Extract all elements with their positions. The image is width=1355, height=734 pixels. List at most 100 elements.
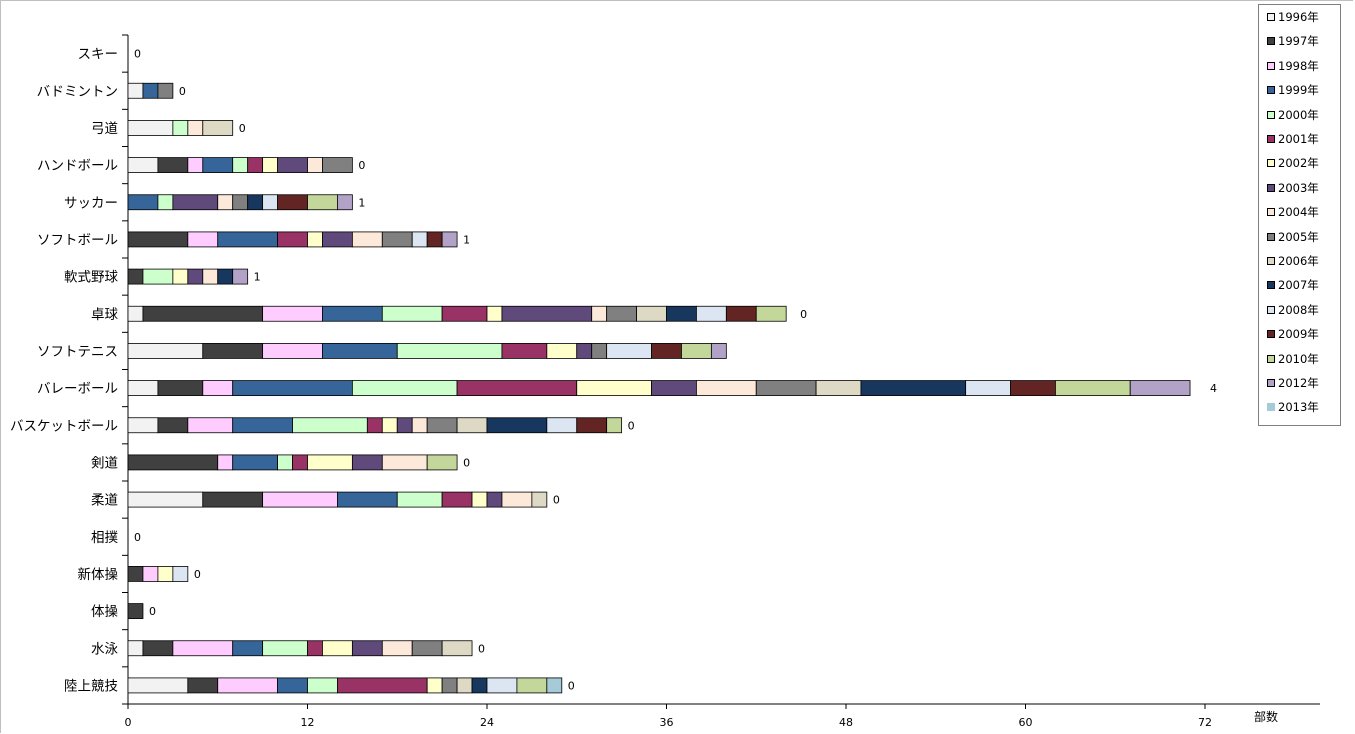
bar-end-label: 0 <box>553 494 560 507</box>
bar-end-label: 1 <box>254 271 261 284</box>
legend-swatch <box>1267 305 1275 314</box>
legend-item: 2006年 <box>1267 253 1319 269</box>
legend-label: 2009年 <box>1278 327 1319 342</box>
bar-segment <box>157 566 174 582</box>
bar-end-label: 0 <box>134 48 141 61</box>
category-label: 弓道 <box>91 121 118 137</box>
bar-segment <box>681 343 712 359</box>
bar-segment <box>471 677 488 694</box>
legend-label: 2003年 <box>1278 180 1319 195</box>
bar-segment <box>441 491 473 508</box>
bar-segment <box>591 343 608 359</box>
category-label: 軟式野球 <box>64 270 118 286</box>
category-label: 卓球 <box>91 307 118 323</box>
legend-swatch <box>1267 37 1275 46</box>
legend-label: 1999年 <box>1278 83 1319 98</box>
bar-segment <box>322 157 353 173</box>
bar-segment <box>381 417 398 434</box>
bar-segment <box>486 305 503 322</box>
legend-label: 2013年 <box>1278 400 1319 415</box>
bar-end-label: 0 <box>179 85 186 98</box>
bar-segment <box>277 454 293 471</box>
bar-end-label: 0 <box>628 419 635 432</box>
bar-segment <box>337 491 398 508</box>
bar-segment <box>576 343 593 359</box>
legend-label: 2000年 <box>1278 107 1319 122</box>
bar-segment <box>576 417 608 434</box>
legend-swatch <box>1267 379 1275 387</box>
legend-item: 2007年 <box>1267 277 1319 293</box>
bar-segment <box>127 305 144 322</box>
bar-end-label: 1 <box>358 196 365 209</box>
bar-segment <box>172 566 189 582</box>
bar-segment <box>411 640 443 657</box>
bar-segment <box>710 343 727 359</box>
bar-segment <box>381 640 413 657</box>
bar-segment <box>202 380 234 396</box>
bar-segment <box>232 454 278 471</box>
bar-segment <box>142 640 174 657</box>
bar-segment <box>531 491 548 508</box>
bar-segment <box>217 194 234 211</box>
bar-segment <box>187 417 234 434</box>
bar-segment <box>366 417 383 434</box>
bar-segment <box>202 343 264 359</box>
bar-segment <box>127 120 174 136</box>
bar-segment <box>606 417 623 434</box>
bar-segment <box>187 120 204 136</box>
legend-item: 2002年 <box>1267 155 1319 171</box>
bar-segment <box>426 454 458 471</box>
bar-segment <box>322 305 383 322</box>
bar-end-label: 0 <box>800 308 807 321</box>
bar-segment <box>187 231 219 248</box>
legend-swatch <box>1267 159 1275 168</box>
bar-segment <box>157 82 174 99</box>
legend-item: 1997年 <box>1267 33 1319 49</box>
x-tick-label: 36 <box>660 716 674 729</box>
bar-segment <box>426 677 443 694</box>
legend-swatch <box>1267 13 1275 21</box>
bar-end-label: 0 <box>134 531 141 544</box>
bar-segment <box>277 677 308 694</box>
bar-segment <box>127 640 144 657</box>
bar-segment <box>127 343 204 359</box>
category-label: バレーボール <box>37 381 118 397</box>
category-label: バドミントン <box>37 84 118 100</box>
bar-segment <box>232 417 293 434</box>
bar-end-label: 0 <box>463 456 470 469</box>
bar-segment <box>127 454 219 471</box>
legend-item: 2003年 <box>1267 180 1319 196</box>
bar-end-label: 0 <box>239 122 246 135</box>
bar-segment <box>307 454 353 471</box>
bar-segment <box>217 231 278 248</box>
legend-item: 2004年 <box>1267 204 1319 220</box>
legend-label: 2008年 <box>1278 302 1319 317</box>
bar-segment <box>965 380 1011 396</box>
bar-segment <box>860 380 967 396</box>
bar-segment <box>696 305 727 322</box>
bar-segment <box>651 380 697 396</box>
bar-segment <box>337 677 428 694</box>
bar-segment <box>127 268 144 285</box>
bar-segment <box>456 380 578 396</box>
legend-swatch <box>1267 257 1275 265</box>
legend-swatch <box>1267 281 1275 290</box>
bar-segment <box>396 343 503 359</box>
legend-swatch <box>1267 232 1275 241</box>
bar-segment <box>127 194 159 211</box>
bar-segment <box>351 454 383 471</box>
bar-segment <box>127 380 159 396</box>
bar-segment <box>277 231 308 248</box>
legend-label: 2010年 <box>1278 351 1319 366</box>
bar-segment <box>486 417 548 434</box>
bar-segment <box>471 491 488 508</box>
bar-segment <box>217 677 278 694</box>
bar-segment <box>1129 380 1191 396</box>
bar-segment <box>501 305 593 322</box>
bar-segment <box>127 491 204 508</box>
bar-segment <box>127 603 144 619</box>
bar-segment <box>262 491 338 508</box>
legend-item: 1996年 <box>1267 9 1319 25</box>
legend-item: 1999年 <box>1267 82 1319 98</box>
bar-segment <box>202 268 219 285</box>
